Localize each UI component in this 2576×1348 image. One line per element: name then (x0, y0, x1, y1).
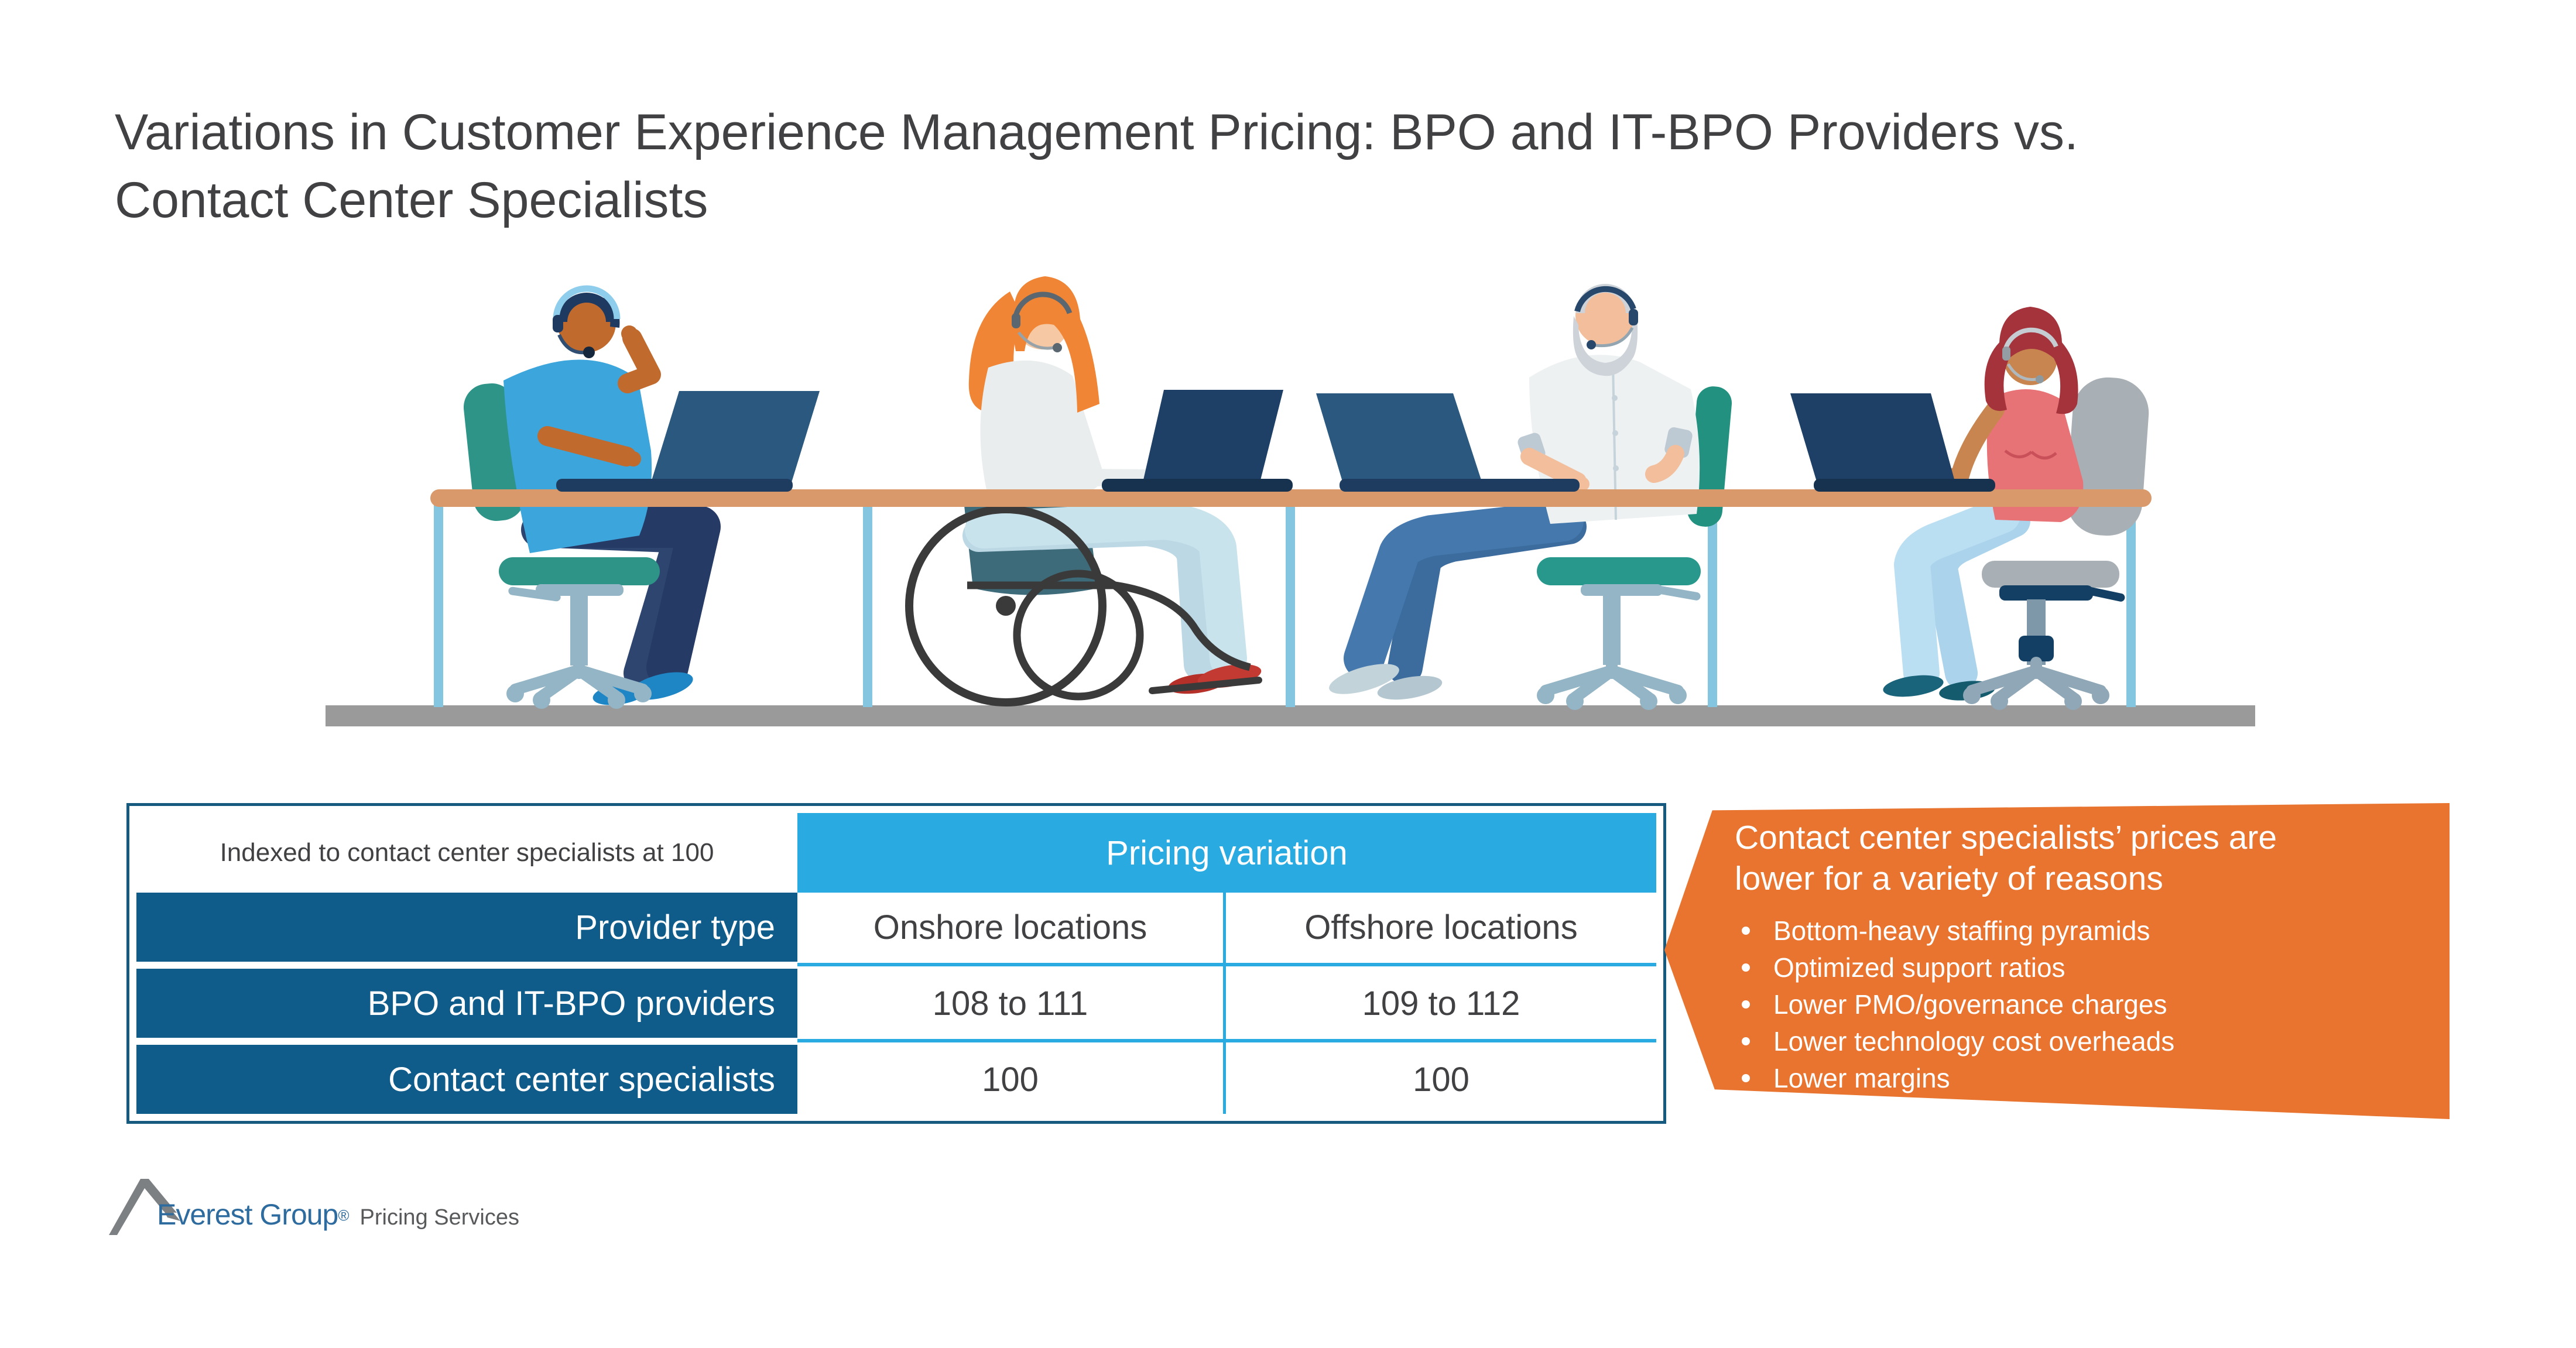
callout-bullet-list: Bottom-heavy staffing pyramids Optimized… (1735, 912, 2431, 1096)
laptop-icon (1790, 393, 1995, 492)
logo-brand-name: Everest Group (157, 1198, 338, 1231)
head (1575, 286, 1635, 346)
agent-female-wheelchair-headset (905, 276, 1262, 706)
value-bpo-onshore: 108 to 111 (932, 984, 1088, 1023)
value-specialists-onshore: 100 (982, 1060, 1039, 1099)
column-header-onshore: Onshore locations (873, 908, 1147, 946)
headset-icon (2003, 327, 2058, 349)
bullet-item: Lower PMO/governance charges (1735, 986, 2431, 1023)
wheelchair-icon (905, 505, 1262, 706)
column-header-offshore: Offshore locations (1304, 908, 1578, 946)
agent-female-headset (1883, 307, 2149, 710)
beard (1573, 316, 1638, 376)
table-note: Indexed to contact center specialists at… (220, 838, 714, 867)
bullet-item: Lower technology cost overheads (1735, 1023, 2431, 1059)
headset-icon (1013, 291, 1073, 317)
hair (1984, 307, 2078, 414)
table-header-pricing-variation: Pricing variation (797, 813, 1656, 893)
bullet-text: Lower margins (1773, 1062, 1950, 1093)
everest-group-logo: Everest Group® Pricing Services (105, 1171, 808, 1247)
column-header-provider-type: Provider type (136, 893, 797, 962)
column-separator (1223, 893, 1226, 1114)
hair (1013, 276, 1099, 413)
bullet-dot-icon (1742, 1000, 1750, 1009)
bullet-text: Lower PMO/governance charges (1773, 989, 2167, 1020)
bullet-dot-icon (1742, 963, 1750, 972)
laptop-icon (1102, 390, 1293, 492)
callout-heading-line-1: Contact center specialists’ prices are (1735, 819, 2277, 856)
row-label-bpo-providers: BPO and IT-BPO providers (136, 969, 797, 1038)
mountain-icon (109, 1179, 180, 1235)
row-separator (797, 1039, 1656, 1042)
desk-legs (434, 499, 2136, 707)
torso (980, 360, 1102, 493)
logo-text: Everest Group® Pricing Services (157, 1198, 519, 1232)
office-chair-gray (1963, 561, 2125, 710)
office-chair-teal (499, 557, 660, 709)
office-chair-teal (1537, 557, 1701, 710)
agent-male-headset (463, 285, 721, 709)
callout-heading-line-2: lower for a variety of reasons (1735, 860, 2163, 897)
row-separator (797, 963, 1656, 966)
shoe (1883, 675, 1944, 697)
laptop-icon (1316, 393, 1580, 492)
reasons-callout: Contact center specialists’ prices are l… (1664, 803, 2450, 1119)
shoe (1377, 675, 1443, 700)
page-title-line-1: Variations in Customer Experience Manage… (115, 104, 2078, 160)
page-title: Variations in Customer Experience Manage… (115, 98, 2486, 234)
bullet-text: Optimized support ratios (1773, 952, 2065, 983)
laptop-icon (556, 391, 820, 492)
floor (326, 705, 2255, 726)
logo-suffix: Pricing Services (359, 1205, 519, 1230)
page-title-line-2: Contact Center Specialists (115, 172, 708, 228)
bullet-item: Optimized support ratios (1735, 949, 2431, 986)
bullet-item: Lower margins (1735, 1059, 2431, 1096)
bullet-text: Lower technology cost overheads (1773, 1025, 2175, 1057)
headset-icon (1574, 286, 1636, 313)
pricing-table: Indexed to contact center specialists at… (126, 803, 1666, 1124)
desk (430, 489, 2152, 507)
bullet-text: Bottom-heavy staffing pyramids (1773, 915, 2150, 946)
callout-heading: Contact center specialists’ prices are l… (1735, 817, 2431, 899)
bullet-item: Bottom-heavy staffing pyramids (1735, 912, 2431, 949)
headset-icon (553, 285, 621, 320)
bullet-dot-icon (1742, 926, 1750, 935)
registered-mark-icon: ® (338, 1206, 350, 1224)
value-specialists-offshore: 100 (1413, 1060, 1469, 1099)
bullet-dot-icon (1742, 1037, 1750, 1045)
shoe (1329, 664, 1399, 694)
row-label-contact-center-specialists: Contact center specialists (136, 1045, 797, 1114)
value-bpo-offshore: 109 to 112 (1362, 984, 1520, 1023)
bullet-dot-icon (1742, 1073, 1750, 1082)
